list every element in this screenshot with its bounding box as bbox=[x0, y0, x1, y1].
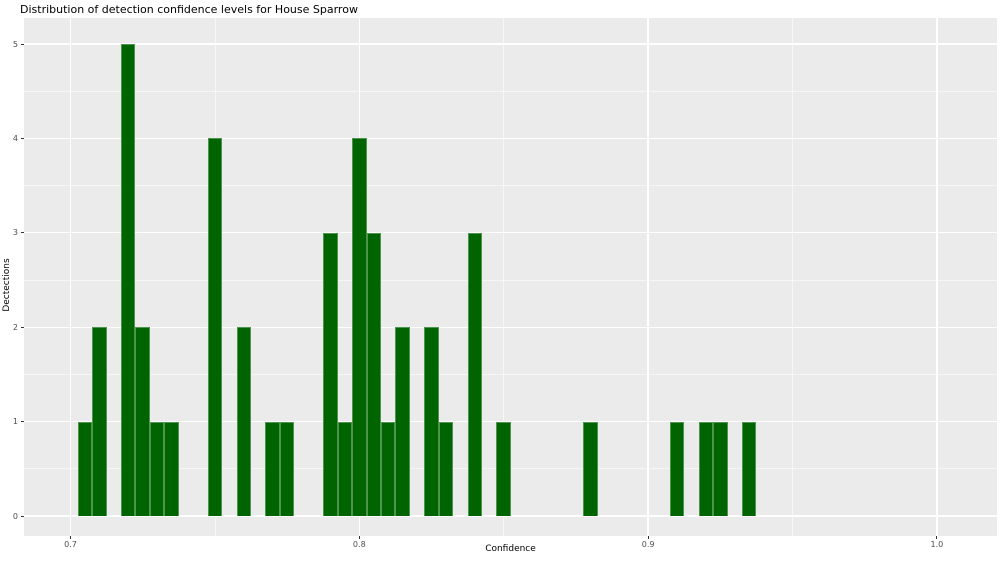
histogram-bar bbox=[669, 421, 685, 516]
histogram-bar bbox=[395, 327, 410, 516]
x-tick-label: 0.8 bbox=[352, 540, 366, 549]
y-tick-mark bbox=[21, 43, 24, 45]
x-tick-label: 1.0 bbox=[930, 540, 944, 549]
y-tick-label: 3 bbox=[12, 228, 18, 238]
y-tick-label: 1 bbox=[12, 417, 18, 427]
minor-gridline-y bbox=[24, 90, 997, 92]
histogram-bar bbox=[713, 421, 728, 516]
histogram-bar bbox=[92, 327, 107, 516]
major-gridline-y bbox=[24, 420, 997, 423]
histogram-bar bbox=[77, 421, 93, 516]
x-tick-label: 0.7 bbox=[64, 540, 77, 549]
y-tick-label: 5 bbox=[12, 39, 18, 49]
histogram-bar bbox=[207, 138, 223, 516]
x-tick-mark bbox=[936, 536, 938, 539]
histogram-bar bbox=[265, 421, 280, 516]
x-tick-mark bbox=[70, 536, 71, 539]
x-tick-mark bbox=[647, 536, 649, 539]
major-gridline-y bbox=[24, 232, 997, 234]
y-tick-label: 4 bbox=[12, 133, 18, 143]
y-tick-mark bbox=[21, 326, 24, 328]
major-gridline-x bbox=[647, 18, 649, 536]
histogram-bar bbox=[236, 327, 251, 516]
major-gridline-y bbox=[24, 326, 997, 328]
histogram-bar bbox=[279, 421, 295, 516]
y-tick-mark bbox=[21, 232, 24, 234]
histogram-bar bbox=[164, 421, 179, 516]
histogram-bar bbox=[337, 421, 353, 516]
minor-gridline-x bbox=[792, 18, 793, 536]
major-gridline-y bbox=[24, 515, 997, 517]
histogram-bar bbox=[380, 421, 396, 516]
histogram-bar bbox=[438, 421, 454, 516]
histogram-bar bbox=[467, 232, 483, 516]
histogram-bar bbox=[149, 421, 165, 516]
y-tick-mark bbox=[21, 421, 24, 423]
plot-panel bbox=[24, 18, 997, 536]
minor-gridline-y bbox=[24, 374, 997, 375]
y-tick-mark bbox=[21, 137, 24, 139]
histogram-bar bbox=[121, 44, 136, 516]
minor-gridline-y bbox=[24, 185, 997, 186]
histogram-bar bbox=[583, 421, 598, 516]
x-tick-mark bbox=[358, 536, 360, 539]
major-gridline-y bbox=[24, 43, 997, 45]
histogram-bar bbox=[366, 232, 381, 516]
histogram-bar bbox=[741, 421, 757, 516]
y-tick-label: 0 bbox=[12, 511, 18, 521]
histogram-bar bbox=[135, 327, 150, 516]
x-tick-label: 0.9 bbox=[641, 540, 655, 549]
chart-title: Distribution of detection confidence lev… bbox=[20, 3, 358, 16]
histogram-bar bbox=[352, 138, 367, 516]
y-tick-mark bbox=[21, 515, 24, 517]
x-axis-label: Confidence bbox=[485, 544, 536, 554]
histogram-bar bbox=[698, 421, 714, 516]
histogram-bar bbox=[323, 232, 338, 516]
minor-gridline-x bbox=[503, 18, 505, 536]
histogram-bar bbox=[496, 421, 511, 516]
major-gridline-x bbox=[69, 18, 72, 536]
histogram-bar bbox=[424, 327, 439, 516]
y-axis-label: Dectections bbox=[2, 258, 12, 312]
minor-gridline-y bbox=[24, 279, 997, 281]
y-tick-label: 2 bbox=[12, 322, 18, 332]
major-gridline-x bbox=[936, 18, 938, 536]
major-gridline-y bbox=[24, 137, 997, 140]
